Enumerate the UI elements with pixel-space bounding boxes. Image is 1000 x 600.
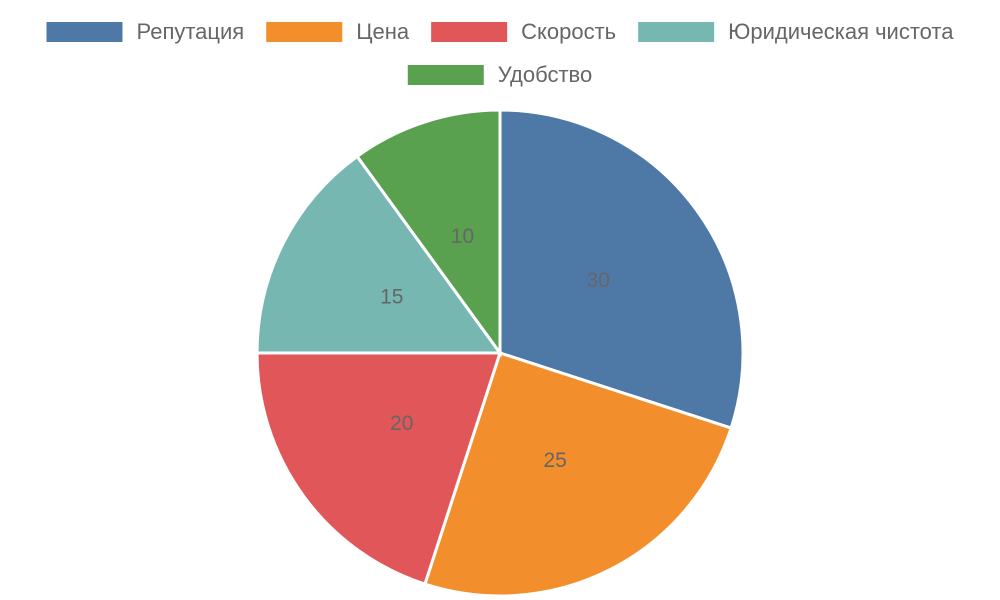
- pie-slice: [255, 154, 503, 355]
- value-label: 25: [543, 449, 566, 472]
- legend-text: Юридическая чистота: [728, 19, 954, 44]
- value-label: 20: [390, 412, 413, 435]
- value-label: 15: [380, 285, 403, 308]
- legend-item: Скорость: [431, 19, 616, 44]
- legend-text: Репутация: [137, 19, 245, 44]
- legend-swatch: [407, 65, 484, 85]
- pie-slice: [498, 108, 745, 430]
- legend-item: Цена: [266, 19, 410, 44]
- legend-item: Юридическая чистота: [638, 19, 954, 44]
- legend-text: Цена: [356, 19, 410, 44]
- pie-slice: [255, 351, 503, 586]
- legend-swatch: [638, 22, 715, 42]
- legend-item: Удобство: [407, 62, 592, 87]
- pie-slice: [423, 351, 733, 598]
- legend-swatch: [266, 22, 343, 42]
- legend-swatch: [46, 22, 123, 42]
- pie-slice: [355, 108, 502, 358]
- legend-text: Удобство: [498, 62, 592, 87]
- legend-swatch: [431, 22, 508, 42]
- value-label: 30: [587, 269, 610, 292]
- legend-text: Скорость: [521, 19, 616, 44]
- legend-item: Репутация: [46, 19, 245, 44]
- value-label: 10: [451, 225, 474, 248]
